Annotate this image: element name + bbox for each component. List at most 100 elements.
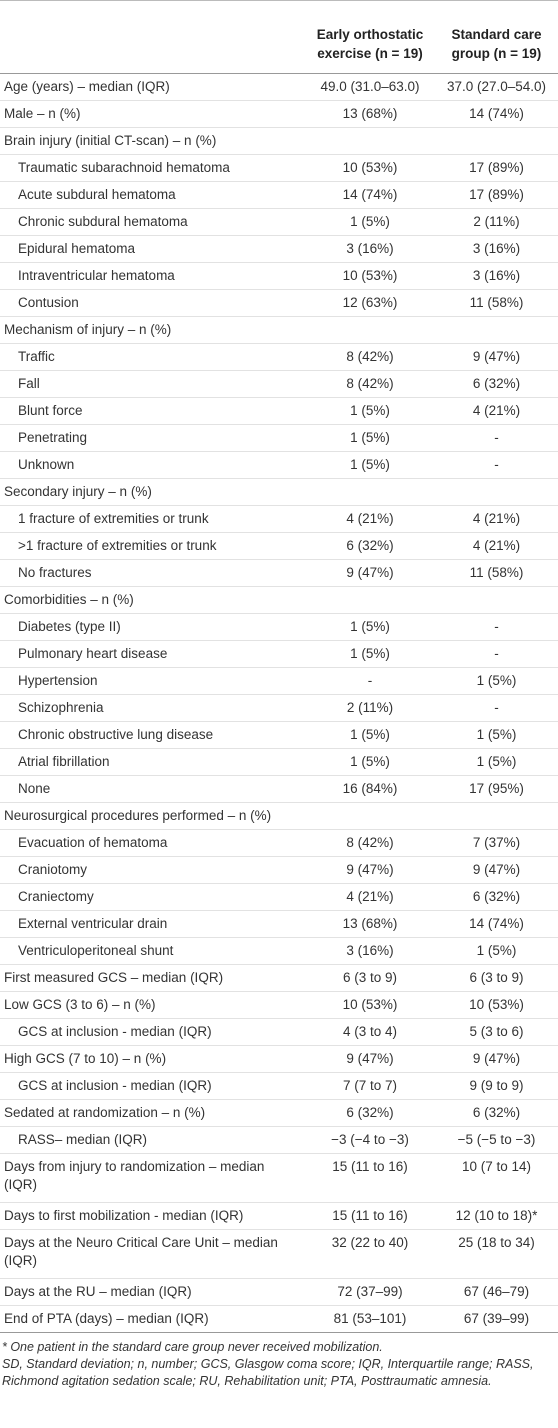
cell-value: 25 (18 to 34)	[435, 1229, 558, 1279]
row: Neurosurgical procedures performed – n (…	[0, 802, 558, 830]
row-label: Neurosurgical procedures performed – n (…	[0, 802, 305, 830]
row: Low GCS (3 to 6) – n (%) 10 (53%) 10 (53%)	[0, 991, 558, 1019]
row-label: Sedated at randomization – n (%)	[0, 1099, 305, 1127]
cell-value: 10 (53%)	[305, 991, 435, 1019]
cell-value: 72 (37–99)	[305, 1278, 435, 1306]
cell-value: 14 (74%)	[435, 100, 558, 128]
row-label: Atrial fibrillation	[0, 748, 305, 776]
row-label: Penetrating	[0, 424, 305, 452]
cell-value: 17 (89%)	[435, 181, 558, 209]
sub-row: GCS at inclusion - median (IQR) 4 (3 to 4…	[0, 1018, 558, 1046]
cell-value: -	[435, 613, 558, 641]
row-label: Diabetes (type II)	[0, 613, 305, 641]
sub-row: Fall 8 (42%) 6 (32%)	[0, 370, 558, 398]
sub-row: 1 fracture of extremities or trunk 4 (21%…	[0, 505, 558, 533]
row: Sedated at randomization – n (%) 6 (32%) 6…	[0, 1099, 558, 1127]
cell-value: 8 (42%)	[305, 829, 435, 857]
row-label: Chronic obstructive lung disease	[0, 721, 305, 749]
row-label: Evacuation of hematoma	[0, 829, 305, 857]
cell-value: 49.0 (31.0–63.0)	[305, 73, 435, 101]
cell-value: 3 (16%)	[435, 235, 558, 263]
cell-value: 16 (84%)	[305, 775, 435, 803]
cell-empty	[305, 478, 435, 506]
note: SD, Standard deviation; n, number; GCS, …	[2, 1357, 534, 1388]
row-label: No fractures	[0, 559, 305, 587]
note: * One patient in the standard care group…	[2, 1340, 383, 1354]
row-label: Acute subdural hematoma	[0, 181, 305, 209]
cell-value: 1 (5%)	[305, 748, 435, 776]
cell-value: 11 (58%)	[435, 289, 558, 317]
sub-row: Ventriculoperitoneal shunt 3 (16%) 1 (5%)	[0, 937, 558, 965]
cell-value: 7 (37%)	[435, 829, 558, 857]
cell-value: 2 (11%)	[305, 694, 435, 722]
row: Days at the RU – median (IQR) 72 (37–99) 6…	[0, 1278, 558, 1306]
cell-value: 67 (39–99)	[435, 1305, 558, 1333]
row-label: Traumatic subarachnoid hematoma	[0, 154, 305, 182]
table-body: Age (years) – median (IQR) 49.0 (31.0–63.…	[0, 73, 558, 1333]
cell-value: −3 (−4 to −3)	[305, 1126, 435, 1154]
cell-value: 1 (5%)	[305, 451, 435, 479]
cell-value: 12 (63%)	[305, 289, 435, 317]
cell-value: 2 (11%)	[435, 208, 558, 236]
row-label: Mechanism of injury – n (%)	[0, 316, 305, 344]
cell-value: 3 (16%)	[305, 937, 435, 965]
row-label: Secondary injury – n (%)	[0, 478, 305, 506]
cell-value: 6 (32%)	[305, 532, 435, 560]
sub-row: >1 fracture of extremities or trunk 6 (32…	[0, 532, 558, 560]
sub-row: No fractures 9 (47%) 11 (58%)	[0, 559, 558, 587]
row: Days to first mobilization - median (IQR…	[0, 1202, 558, 1230]
row-label: Male – n (%)	[0, 100, 305, 128]
row-label: Days to first mobilization - median (IQR…	[0, 1202, 305, 1230]
cell-value: 11 (58%)	[435, 559, 558, 587]
row-label: Epidural hematoma	[0, 235, 305, 263]
cell-value: 6 (32%)	[305, 1099, 435, 1127]
cell-value: 4 (21%)	[435, 505, 558, 533]
row-label: GCS at inclusion - median (IQR)	[0, 1018, 305, 1046]
cell-value: 1 (5%)	[305, 424, 435, 452]
cell-empty	[305, 586, 435, 614]
cell-value: 8 (42%)	[305, 343, 435, 371]
row: Days at the Neuro Critical Care Unit – m…	[0, 1229, 558, 1279]
sub-row: External ventricular drain 13 (68%) 14 (74…	[0, 910, 558, 938]
sub-row: RASS– median (IQR) −3 (−4 to −3) −5 (−5 to…	[0, 1126, 558, 1154]
row-label: Brain injury (initial CT-scan) – n (%)	[0, 127, 305, 155]
row: High GCS (7 to 10) – n (%) 9 (47%) 9 (47%)	[0, 1045, 558, 1073]
cell-value: 6 (32%)	[435, 1099, 558, 1127]
row-label: Days from injury to randomization – medi…	[0, 1153, 305, 1203]
sub-row: Contusion 12 (63%) 11 (58%)	[0, 289, 558, 317]
cell-value: 4 (21%)	[435, 532, 558, 560]
row-label: Comorbidities – n (%)	[0, 586, 305, 614]
row-label: Schizophrenia	[0, 694, 305, 722]
cell-value: 17 (89%)	[435, 154, 558, 182]
row-label: >1 fracture of extremities or trunk	[0, 532, 305, 560]
cell-value: 1 (5%)	[435, 667, 558, 695]
row-label: Age (years) – median (IQR)	[0, 73, 305, 101]
row-label: Days at the RU – median (IQR)	[0, 1278, 305, 1306]
cell-value: 17 (95%)	[435, 775, 558, 803]
table-notes: * One patient in the standard care group…	[0, 1333, 558, 1390]
column-header: Standard care group (n = 19)	[435, 0, 558, 74]
row-label: External ventricular drain	[0, 910, 305, 938]
sub-row: Craniectomy 4 (21%) 6 (32%)	[0, 883, 558, 911]
sub-row: Traffic 8 (42%) 9 (47%)	[0, 343, 558, 371]
cell-value: 9 (47%)	[305, 856, 435, 884]
sub-row: Blunt force 1 (5%) 4 (21%)	[0, 397, 558, 425]
row-label: End of PTA (days) – median (IQR)	[0, 1305, 305, 1333]
cell-value: 10 (53%)	[305, 262, 435, 290]
row-label: Days at the Neuro Critical Care Unit – m…	[0, 1229, 305, 1279]
cell-value: 13 (68%)	[305, 910, 435, 938]
cell-value: -	[435, 694, 558, 722]
cell-value: 15 (11 to 16)	[305, 1202, 435, 1230]
row-label: Traffic	[0, 343, 305, 371]
row: Secondary injury – n (%)	[0, 478, 558, 506]
cell-value: 1 (5%)	[435, 721, 558, 749]
cell-value: 9 (47%)	[305, 1045, 435, 1073]
cell-value: 4 (3 to 4)	[305, 1018, 435, 1046]
cell-empty	[435, 127, 558, 155]
row-label: Contusion	[0, 289, 305, 317]
cell-value: 9 (47%)	[305, 559, 435, 587]
row-label: First measured GCS – median (IQR)	[0, 964, 305, 992]
cell-value: 14 (74%)	[305, 181, 435, 209]
row-label: Ventriculoperitoneal shunt	[0, 937, 305, 965]
